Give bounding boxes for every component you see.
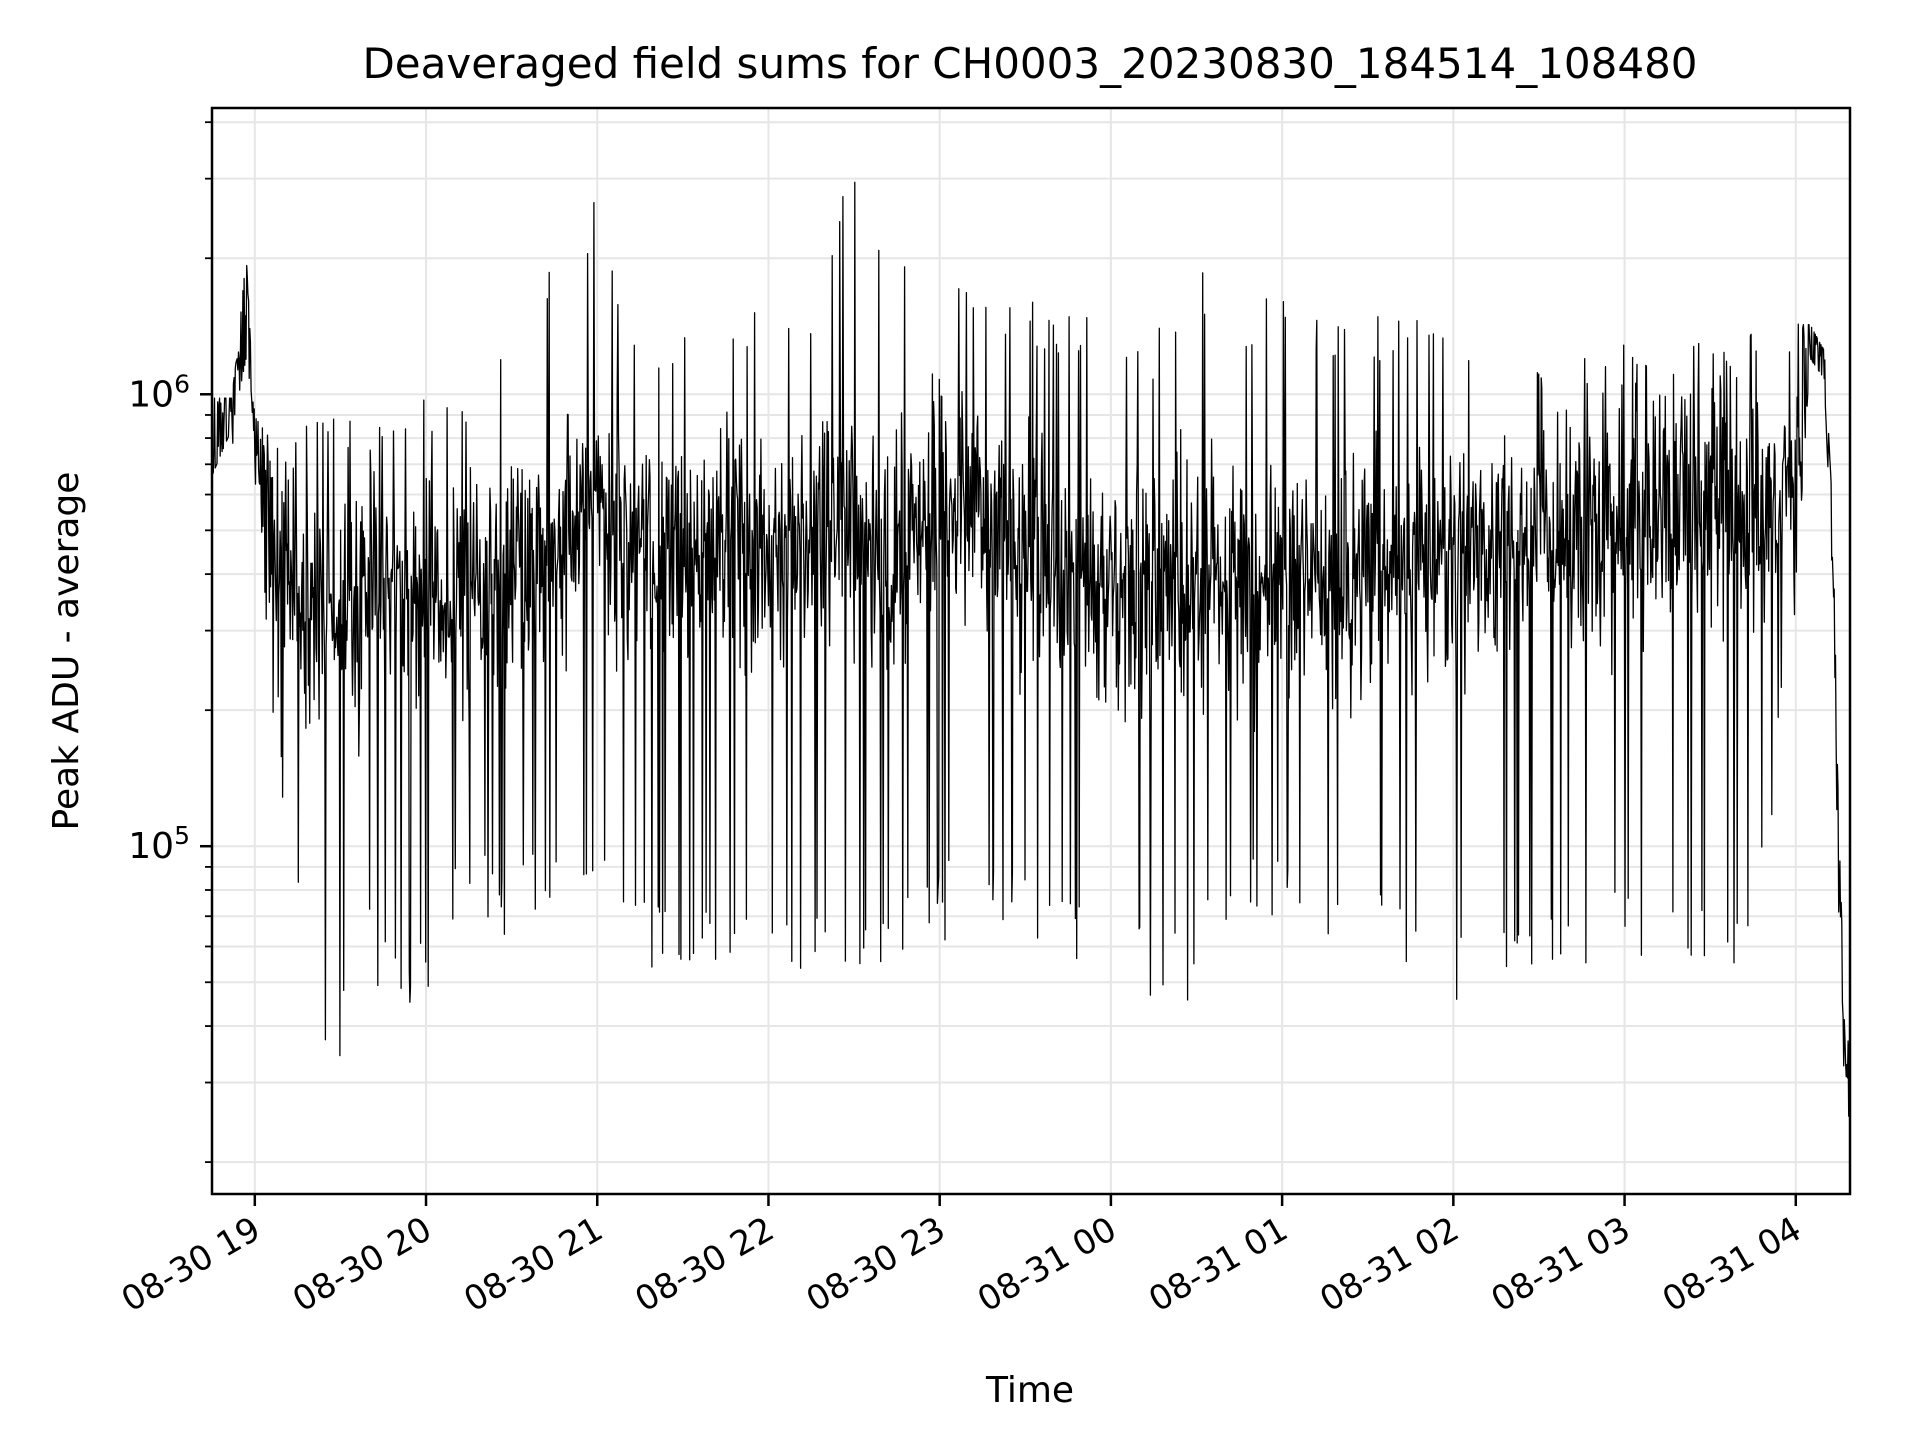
chart-title: Deaveraged field sums for CH0003_2023083… bbox=[362, 39, 1697, 88]
series-line bbox=[211, 181, 1851, 1117]
series bbox=[211, 181, 1851, 1117]
y-tick-label: 106 bbox=[128, 369, 190, 415]
x-tick-label: 08-30 21 bbox=[457, 1209, 609, 1320]
x-tick-label: 08-30 23 bbox=[800, 1209, 952, 1320]
x-axis-label: Time bbox=[985, 1370, 1074, 1411]
grid bbox=[212, 108, 1850, 1194]
y-axis-label: Peak ADU - average bbox=[46, 472, 87, 831]
x-tick-label: 08-31 01 bbox=[1142, 1209, 1294, 1320]
x-tick-label: 08-31 02 bbox=[1313, 1209, 1465, 1320]
x-axis: 08-30 19 08-30 20 08-30 21 08-30 22 08-30 23… bbox=[115, 1194, 1808, 1320]
x-tick-label: 08-30 20 bbox=[286, 1209, 438, 1320]
x-tick-label: 08-30 22 bbox=[629, 1209, 781, 1320]
x-tick-label: 08-31 00 bbox=[971, 1209, 1123, 1320]
y-tick-label: 105 bbox=[128, 821, 190, 867]
x-tick-label: 08-30 19 bbox=[115, 1209, 267, 1320]
x-tick-label: 08-31 04 bbox=[1656, 1209, 1808, 1320]
plot-frame bbox=[210, 106, 1852, 1196]
y-axis: 105 106 bbox=[128, 121, 212, 1164]
x-tick-label: 08-31 03 bbox=[1485, 1209, 1637, 1320]
